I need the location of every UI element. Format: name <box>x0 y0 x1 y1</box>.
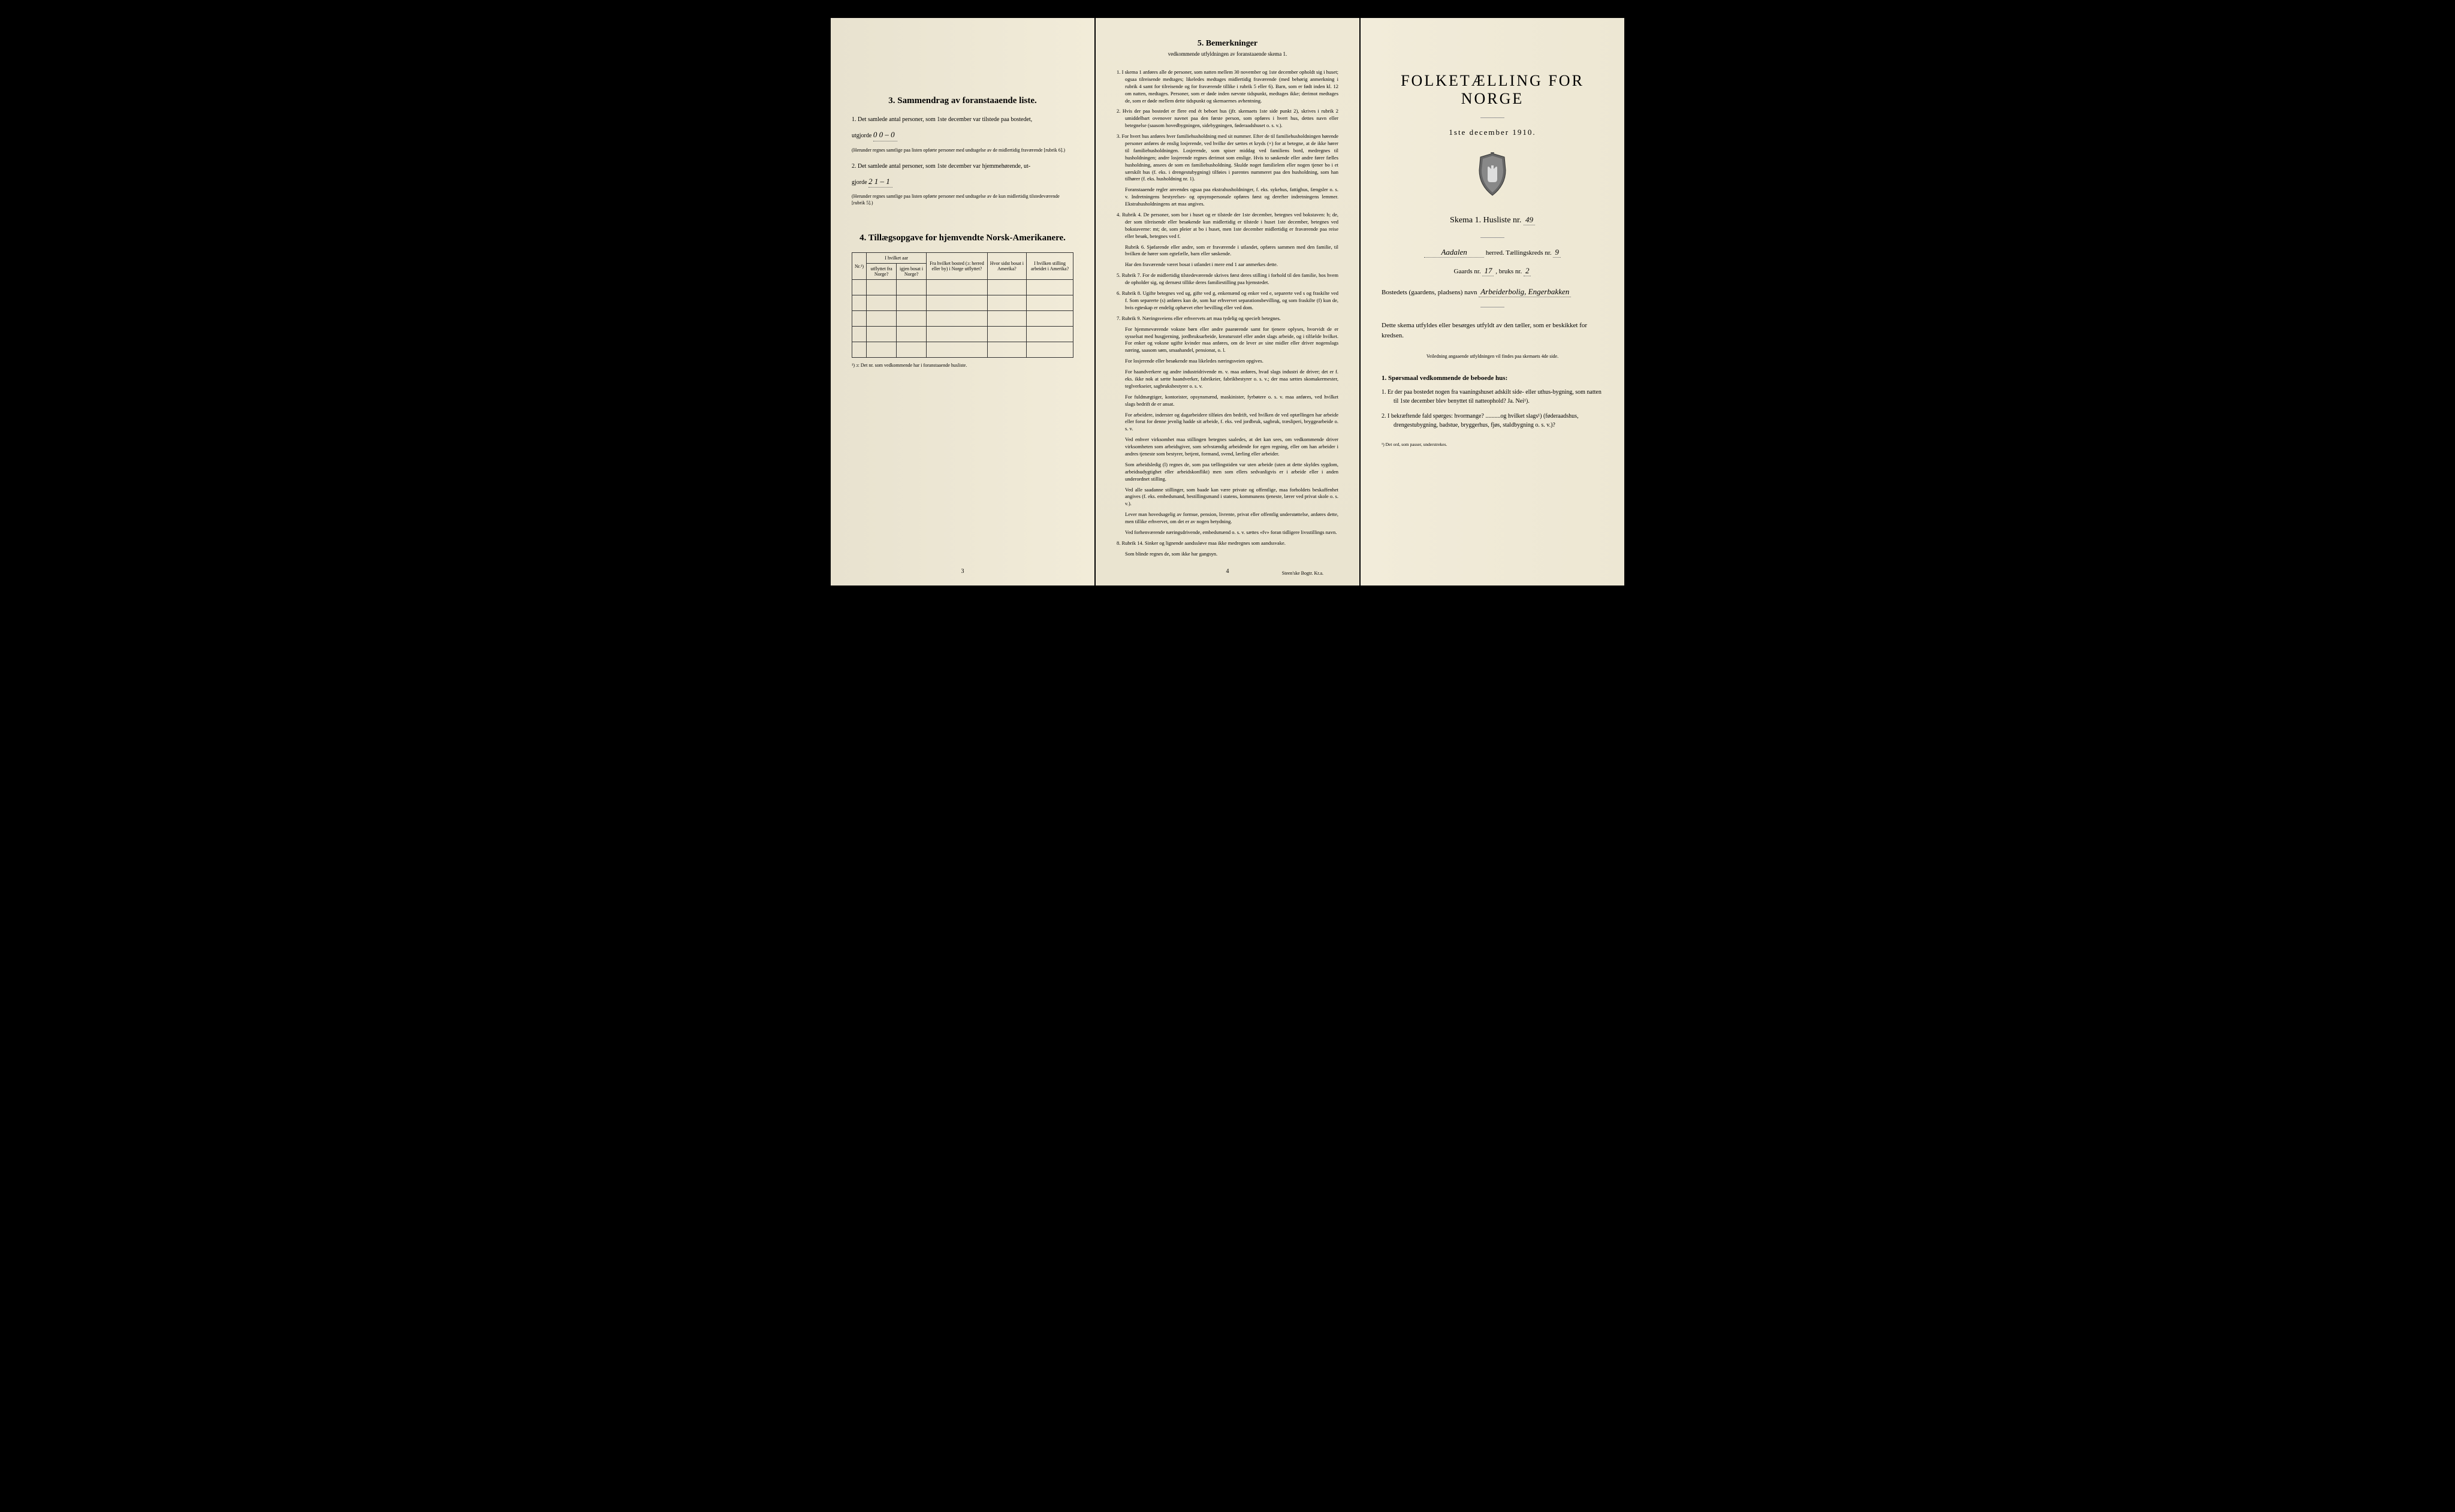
separator <box>1480 117 1504 118</box>
bostedets-line: Bostedets (gaardens, pladsens) navn Arbe… <box>1382 287 1603 297</box>
table-footnote: ¹) ɔ: Det nr. som vedkommende har i fora… <box>852 363 1073 369</box>
remark-extra: Som arbeidsledig (l) regnes de, som paa … <box>1117 461 1338 483</box>
section-3-title: 3. Sammendrag av foranstaaende liste. <box>852 96 1073 106</box>
th-position: I hvilken stilling arbeidet i Amerika? <box>1027 253 1073 280</box>
page-number-3: 3 <box>961 568 964 575</box>
item-2-value-line: gjorde 2 1 – 1 <box>852 176 1073 188</box>
intro-subtext: Veiledning angaaende utfyldningen vil fi… <box>1382 354 1603 360</box>
footnote: ¹) Det ord, som passer, understrekes. <box>1382 442 1603 447</box>
remark-extra: Lever man hovedsagelig av formue, pensio… <box>1117 511 1338 526</box>
th-emigrated: utflyttet fra Norge? <box>867 264 897 280</box>
herred-value: Aadalen <box>1424 248 1484 258</box>
remark-item: 8. Rubrik 14. Sinker og lignende aandssl… <box>1117 540 1338 547</box>
remark-extra: For haandverkere og andre industridriven… <box>1117 369 1338 390</box>
section-5-title: 5. Bemerkninger <box>1117 39 1338 49</box>
remark-item: 2. Hvis der paa bostedet er flere end ét… <box>1117 108 1338 129</box>
th-from: Fra hvilket bosted (ɔ: herred eller by) … <box>927 253 988 280</box>
remark-item: 1. I skema 1 anføres alle de personer, s… <box>1117 69 1338 104</box>
remark-extra: For hjemmeværende voksne børn eller andr… <box>1117 326 1338 355</box>
kreds-nr: 9 <box>1553 248 1561 258</box>
item-1-note: (Herunder regnes samtlige paa listen opf… <box>852 147 1073 153</box>
remark-extra: For arbeidere, inderster og dagarbeidere… <box>1117 412 1338 433</box>
remark-extra: Ved forhenværende næringsdrivende, embed… <box>1117 529 1338 536</box>
question-1: 1. Er der paa bostedet nogen fra vaaning… <box>1382 388 1603 406</box>
th-nr: Nr.¹) <box>852 253 867 280</box>
coat-of-arms <box>1382 152 1603 200</box>
remark-item: 6. Rubrik 8. Ugifte betegnes ved ug, gif… <box>1117 290 1338 312</box>
section-5-subtitle: vedkommende utfyldningen av foranstaaend… <box>1117 51 1338 57</box>
remark-extra: For fuldmægtiger, kontorister, opsynsmæn… <box>1117 394 1338 408</box>
remarks-list: 1. I skema 1 anføres alle de personer, s… <box>1117 69 1338 558</box>
table-row <box>852 295 1073 311</box>
page-number-4: 4 <box>1226 568 1229 575</box>
main-title: FOLKETÆLLING FOR NORGE <box>1382 72 1603 108</box>
item-1-text: 1. Det samlede antal personer, som 1ste … <box>852 115 1073 124</box>
separator <box>1480 237 1504 238</box>
remark-extra: For losjerende eller besøkende maa likel… <box>1117 358 1338 365</box>
bostedets-value: Arbeiderbolig, Engerbakken <box>1479 287 1571 297</box>
page-4: 5. Bemerkninger vedkommende utfyldningen… <box>1096 18 1359 586</box>
remark-item: 4. Rubrik 4. De personer, som bor i huse… <box>1117 212 1338 240</box>
gaards-nr: 17 <box>1482 266 1494 276</box>
bruks-nr: 2 <box>1524 266 1531 276</box>
table-row <box>852 311 1073 327</box>
item-2-text: 2. Det samlede antal personer, som 1ste … <box>852 162 1073 171</box>
th-returned: igjen bosat i Norge? <box>897 264 927 280</box>
remark-extra: Har den fraværende været bosat i utlande… <box>1117 261 1338 268</box>
remark-extra: Ved enhver virksomhet maa stillingen bet… <box>1117 436 1338 458</box>
section-1-title: 1. Spørsmaal vedkommende de beboede hus: <box>1382 375 1603 382</box>
item-2-handwritten: 2 1 – 1 <box>868 176 892 188</box>
table-row <box>852 342 1073 358</box>
remark-extra: Foranstaaende regler anvendes ogsaa paa … <box>1117 186 1338 208</box>
remark-extra: Ved alle saadanne stillinger, som baade … <box>1117 487 1338 508</box>
schema-line: Skema 1. Husliste nr. 49 <box>1382 215 1603 225</box>
table-row <box>852 327 1073 342</box>
question-2: 2. I bekræftende fald spørges: hvormange… <box>1382 412 1603 430</box>
th-year: I hvilket aar <box>867 253 927 264</box>
page-cover: FOLKETÆLLING FOR NORGE 1ste december 191… <box>1361 18 1624 586</box>
remark-extra: Rubrik 6. Sjøfarende eller andre, som er… <box>1117 244 1338 258</box>
herred-line: Aadalen herred. Tællingskreds nr. 9 <box>1382 248 1603 258</box>
table-row <box>852 280 1073 295</box>
item-2-note: (Herunder regnes samtlige paa listen opf… <box>852 194 1073 206</box>
section-4-title: 4. Tillægsopgave for hjemvendte Norsk-Am… <box>852 233 1073 243</box>
th-where: Hvor sidst bosat i Amerika? <box>987 253 1026 280</box>
gaards-line: Gaards nr. 17 , bruks nr. 2 <box>1382 266 1603 276</box>
census-date: 1ste december 1910. <box>1382 128 1603 137</box>
amerikanere-table: Nr.¹) I hvilket aar Fra hvilket bosted (… <box>852 252 1073 358</box>
remark-item: 3. For hvert hus anføres hver familiehus… <box>1117 133 1338 183</box>
printer-credit: Steen'ske Bogtr. Kr.a. <box>1282 571 1323 576</box>
remark-item: 7. Rubrik 9. Næringsveiens eller erhverv… <box>1117 315 1338 322</box>
item-1-value-line: utgjorde 0 0 – 0 <box>852 129 1073 141</box>
item-1-handwritten: 0 0 – 0 <box>873 129 897 141</box>
document-container: 3. Sammendrag av foranstaaende liste. 1.… <box>831 18 1624 586</box>
husliste-nr: 49 <box>1524 215 1535 225</box>
page-3: 3. Sammendrag av foranstaaende liste. 1.… <box>831 18 1094 586</box>
remark-extra: Som blinde regnes de, som ikke har gangs… <box>1117 551 1338 558</box>
remark-item: 5. Rubrik 7. For de midlertidig tilstede… <box>1117 272 1338 286</box>
intro-text: Dette skema utfyldes eller besørges utfy… <box>1382 321 1603 340</box>
